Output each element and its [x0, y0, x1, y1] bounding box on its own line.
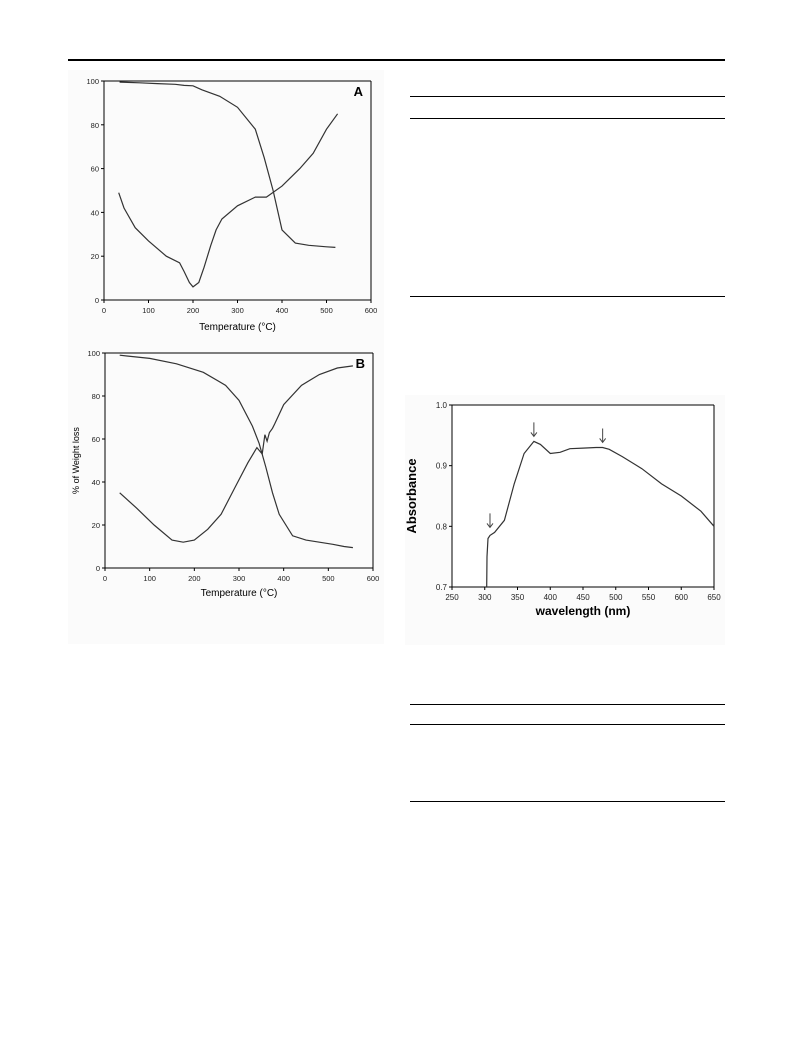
- table2-rule-header: [410, 724, 725, 725]
- x-tick-label: 300: [233, 574, 246, 583]
- series-line-2: [118, 113, 339, 288]
- chart-c: 250 300 350 400 450 500 550 600 650 0.7 0.8 0.9 1.0 w…: [405, 401, 721, 618]
- series-line-1: [119, 81, 336, 248]
- y-tick-label: 0: [96, 564, 100, 573]
- x-tick-label: 100: [143, 574, 156, 583]
- x-tick-label: 600: [367, 574, 380, 583]
- x-axis-label: wavelength (nm): [535, 604, 631, 618]
- peak-arrow: [599, 428, 607, 444]
- x-tick-label: 400: [277, 574, 290, 583]
- x-tick-label: 300: [231, 306, 244, 315]
- y-tick-label: 40: [91, 208, 99, 217]
- y-tick-label: 0: [95, 296, 99, 305]
- x-tick-label: 350: [511, 593, 525, 602]
- table-rule-top: [410, 96, 725, 97]
- y-tick-label: 0.8: [436, 522, 448, 531]
- x-tick-label: 650: [707, 593, 721, 602]
- chart-b: 0 100 200 300 400 500 600 0 20 40 60 80 100 Temperatu…: [71, 349, 380, 599]
- y-tick-label: 40: [92, 478, 100, 487]
- panel-label: A: [354, 84, 364, 99]
- x-tick-label: 100: [142, 306, 155, 315]
- x-tick-label: 400: [276, 306, 289, 315]
- y-tick-label: 0.9: [436, 462, 448, 471]
- x-tick-label: 450: [576, 593, 590, 602]
- peak-arrow: [486, 513, 494, 529]
- chart-a: 0 100 200 300 400 500 600 0 20 40 60 80 100 Temperatu…: [86, 77, 378, 333]
- table-rule-header: [410, 118, 725, 119]
- x-tick-label: 500: [609, 593, 623, 602]
- plot-area-bg: [452, 405, 714, 587]
- x-tick-label: 600: [365, 306, 378, 315]
- x-tick-label: 500: [322, 574, 335, 583]
- y-tick-label: 20: [91, 252, 99, 261]
- peak-arrow: [530, 422, 538, 438]
- x-tick-label: 300: [478, 593, 492, 602]
- y-tick-label: 60: [91, 165, 99, 174]
- y-axis-label: % of Weight loss: [71, 427, 81, 494]
- y-tick-label: 60: [92, 435, 100, 444]
- y-tick-label: 20: [92, 521, 100, 530]
- x-axis-label: Temperature (°C): [199, 322, 276, 333]
- x-tick-label: 550: [642, 593, 656, 602]
- y-tick-label: 1.0: [436, 401, 448, 410]
- y-tick-label: 100: [87, 349, 100, 358]
- page-header-rule: [68, 59, 725, 61]
- x-tick-label: 0: [103, 574, 107, 583]
- table2-rule-top: [410, 704, 725, 705]
- table2-rule-bottom: [410, 801, 725, 802]
- table-rule-bottom: [410, 296, 725, 297]
- x-tick-label: 500: [320, 306, 333, 315]
- x-tick-label: 250: [445, 593, 459, 602]
- y-axis-label: Absorbance: [405, 458, 419, 533]
- x-tick-label: 600: [675, 593, 689, 602]
- panel-label: B: [356, 356, 365, 371]
- y-tick-label: 0.7: [436, 583, 448, 592]
- figure-tga-panel-background: [68, 70, 384, 644]
- y-tick-label: 100: [86, 77, 99, 86]
- x-axis-label: Temperature (°C): [201, 588, 278, 599]
- series-line-1: [486, 440, 715, 588]
- x-tick-label: 200: [187, 306, 200, 315]
- x-tick-label: 400: [544, 593, 558, 602]
- series-line-2: [119, 365, 353, 543]
- x-tick-label: 0: [102, 306, 106, 315]
- series-line-1: [119, 354, 353, 549]
- x-tick-label: 200: [188, 574, 201, 583]
- y-tick-label: 80: [91, 121, 99, 130]
- y-tick-label: 80: [92, 392, 100, 401]
